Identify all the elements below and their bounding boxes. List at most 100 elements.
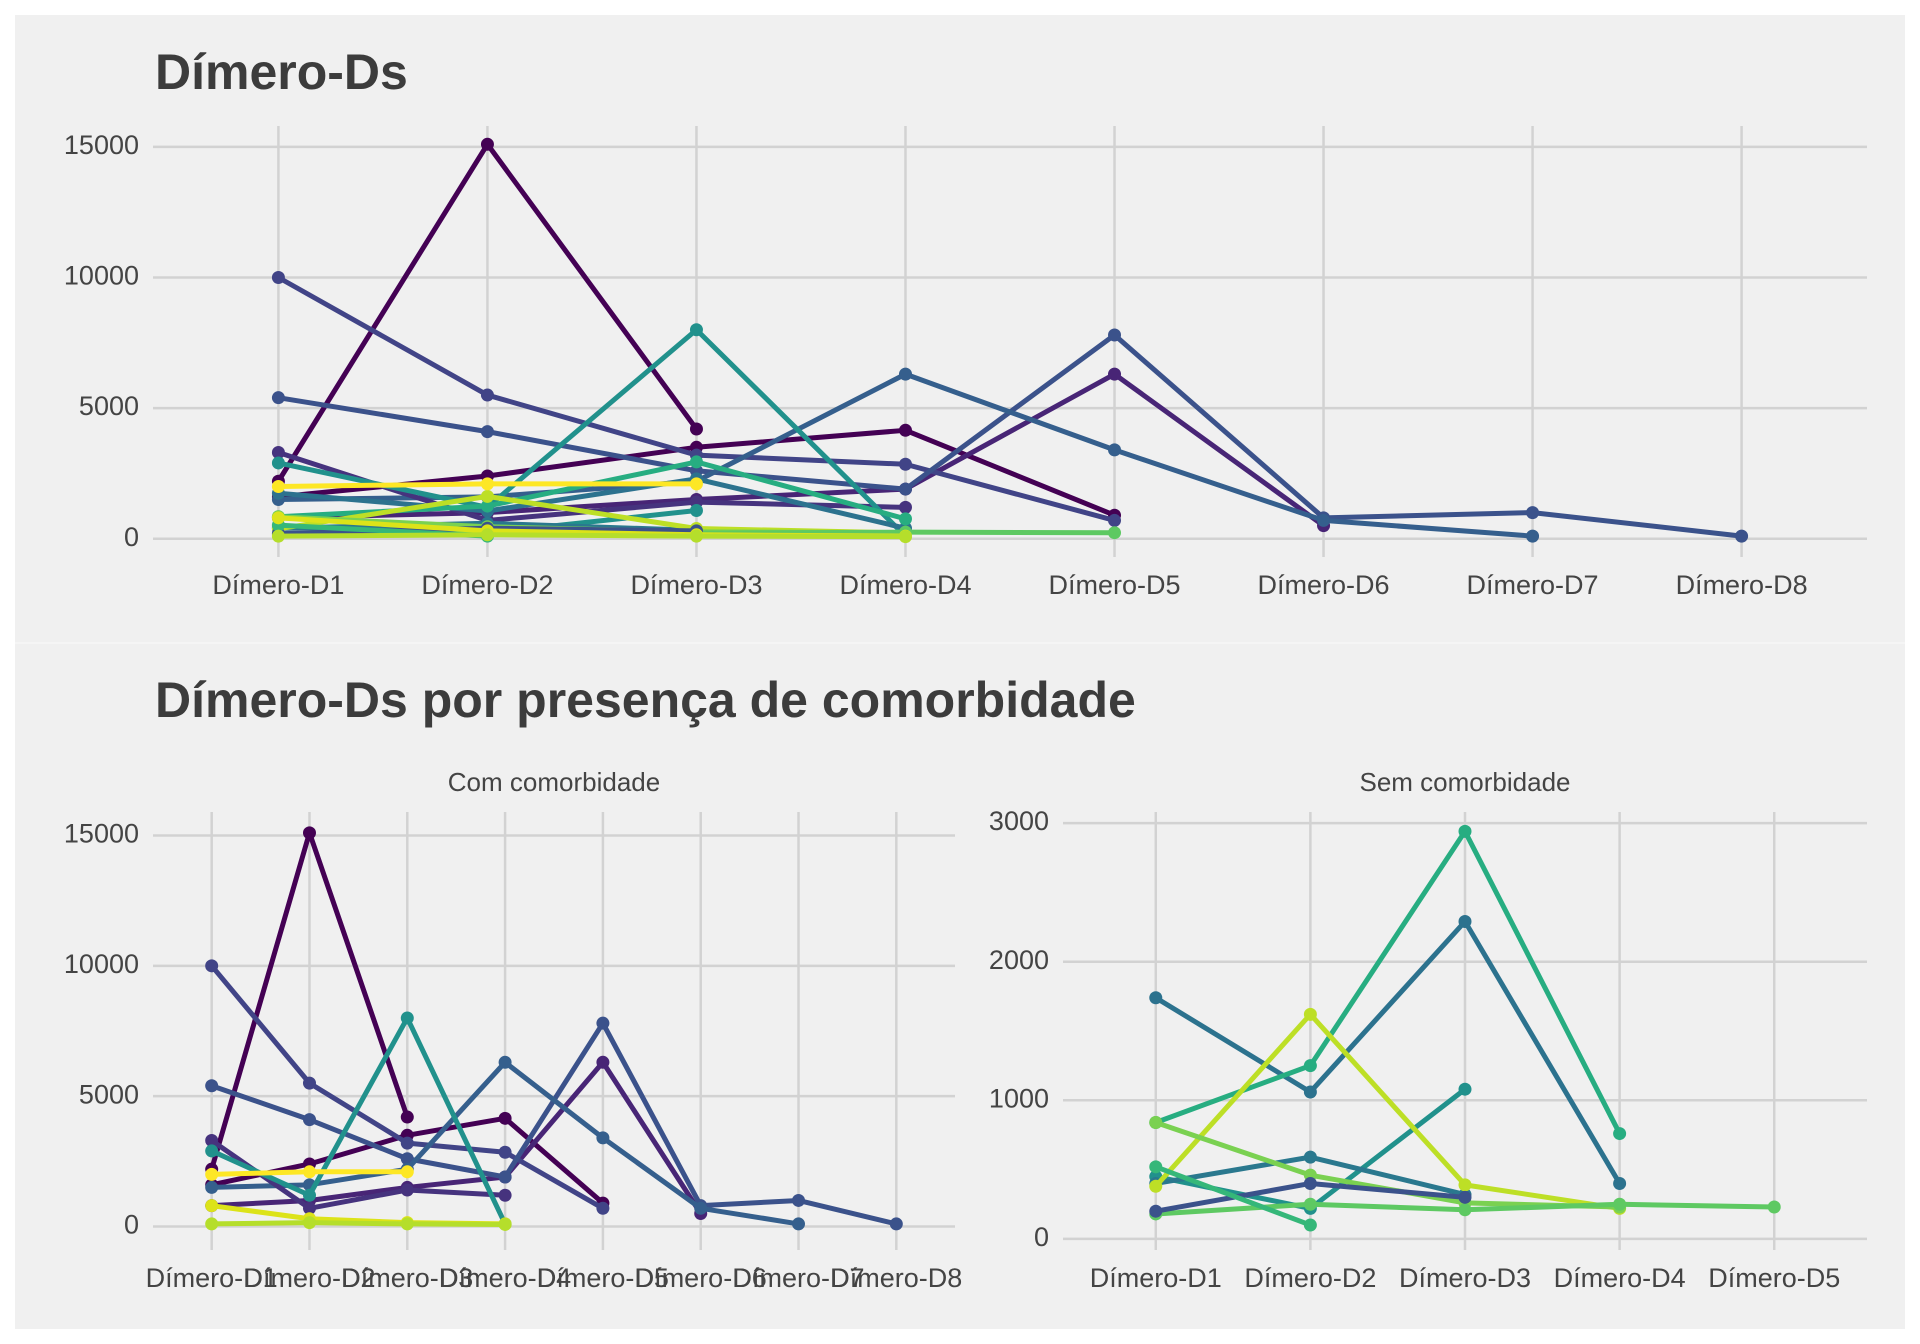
x-tick-label: Dímero-D4: [1554, 1263, 1686, 1293]
point: [1526, 529, 1540, 543]
y-tick-label: 1000: [989, 1083, 1049, 1113]
point: [792, 1217, 806, 1231]
x-tick-label: Dímero-D1: [146, 1263, 278, 1293]
point: [1108, 367, 1122, 381]
facet-label: Com comorbidade: [448, 767, 660, 797]
x-tick-label: Dímero-D2: [1244, 1263, 1376, 1293]
point: [1303, 1059, 1317, 1073]
point: [498, 1188, 512, 1202]
y-tick-label: 5000: [79, 1079, 139, 1109]
point: [302, 1113, 316, 1127]
point: [1108, 526, 1122, 540]
x-tick-label: Dímero-D6: [1258, 570, 1390, 600]
point: [898, 500, 912, 514]
y-tick-label: 0: [1034, 1222, 1049, 1252]
point: [271, 446, 285, 460]
y-tick-label: 0: [124, 522, 139, 552]
x-tick-label: Dímero-D3: [1399, 1263, 1531, 1293]
point: [1458, 1178, 1472, 1192]
point: [400, 1136, 414, 1150]
point: [400, 1183, 414, 1197]
point: [271, 511, 285, 525]
point: [792, 1193, 806, 1207]
point: [898, 530, 912, 544]
point: [898, 482, 912, 496]
point: [689, 323, 703, 337]
point: [302, 826, 316, 840]
point: [205, 1144, 219, 1158]
point: [596, 1016, 610, 1030]
y-tick-label: 10000: [64, 261, 139, 291]
point: [1108, 443, 1122, 457]
point: [205, 1167, 219, 1181]
point: [205, 1199, 219, 1213]
series-line: [278, 371, 1326, 528]
series-line: [1153, 1011, 1620, 1211]
y-tick-label: 10000: [64, 949, 139, 979]
point: [898, 512, 912, 526]
point: [1613, 1197, 1627, 1211]
series-line: [278, 476, 907, 531]
x-tick-label: Dímero-D5: [537, 1263, 669, 1293]
point: [694, 1201, 708, 1215]
point: [889, 1217, 903, 1231]
point: [596, 1131, 610, 1145]
point: [1149, 1204, 1163, 1218]
x-tick-label: Dímero-D1: [1090, 1263, 1222, 1293]
point: [1767, 1200, 1781, 1214]
point: [1149, 1160, 1163, 1174]
point: [1735, 529, 1749, 543]
point: [302, 1076, 316, 1090]
point: [400, 1110, 414, 1124]
point: [498, 1055, 512, 1069]
point: [480, 425, 494, 439]
x-tick-label: Dímero-D1: [212, 570, 344, 600]
y-tick-label: 2000: [989, 945, 1049, 975]
point: [205, 1180, 219, 1194]
point: [1149, 1179, 1163, 1193]
point: [205, 1079, 219, 1093]
point: [1303, 1197, 1317, 1211]
x-tick-label: Dímero-D3: [630, 570, 762, 600]
facet-label: Sem comorbidade: [1360, 767, 1571, 797]
y-tick-label: 15000: [64, 819, 139, 849]
series-line: [1154, 1164, 1312, 1228]
point: [689, 455, 703, 469]
y-tick-label: 15000: [64, 130, 139, 160]
point: [271, 479, 285, 493]
y-tick-label: 0: [124, 1210, 139, 1240]
point: [205, 959, 219, 973]
point: [271, 529, 285, 543]
point: [205, 1217, 219, 1231]
point: [400, 1011, 414, 1025]
point: [1458, 1082, 1472, 1096]
series-line: [211, 1059, 703, 1215]
x-tick-label: Dímero-D4: [439, 1263, 571, 1293]
point: [596, 1055, 610, 1069]
x-tick-label: Dímero-D7: [732, 1263, 864, 1293]
x-tick-label: Dímero-D2: [421, 570, 553, 600]
point: [480, 477, 494, 491]
point: [1613, 1127, 1627, 1141]
point: [1303, 1150, 1317, 1164]
x-tick-label: Dímero-D4: [839, 570, 971, 600]
x-tick-label: Dímero-D8: [830, 1263, 962, 1293]
point: [689, 422, 703, 436]
point: [1613, 1176, 1627, 1190]
point: [1317, 513, 1331, 527]
x-tick-label: Dímero-D5: [1048, 570, 1180, 600]
chart-title: Dímero-Ds: [155, 44, 408, 100]
x-tick-label: Dímero-D2: [243, 1263, 375, 1293]
point: [1458, 915, 1472, 928]
point: [400, 1217, 414, 1231]
y-tick-label: 3000: [989, 806, 1049, 836]
point: [400, 1165, 414, 1179]
point: [689, 477, 703, 491]
point: [302, 1188, 316, 1202]
point: [1149, 991, 1163, 1005]
x-tick-label: Dímero-D6: [635, 1263, 767, 1293]
point: [498, 1145, 512, 1159]
x-tick-label: Dímero-D7: [1467, 570, 1599, 600]
point: [271, 391, 285, 405]
point: [1303, 1085, 1317, 1099]
